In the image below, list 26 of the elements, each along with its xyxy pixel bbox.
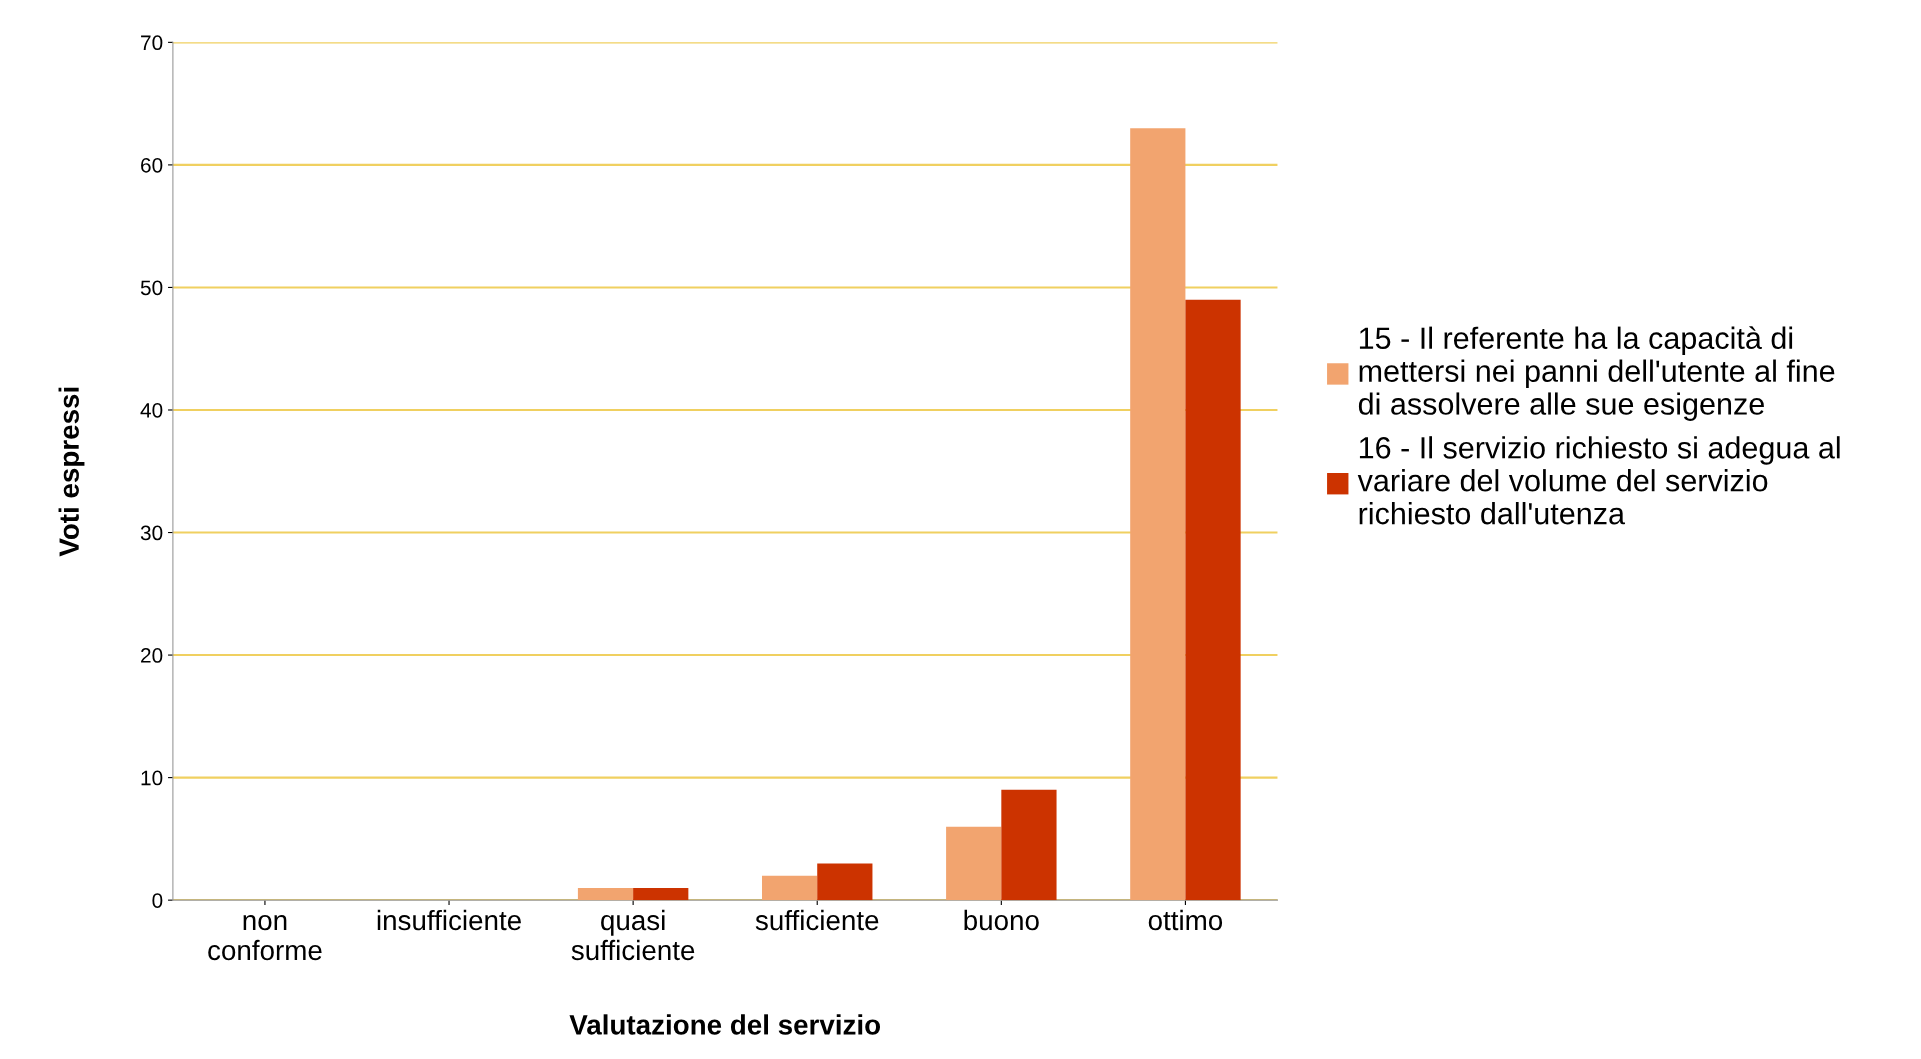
- y-tick-label: 60: [141, 157, 163, 173]
- legend-label: 16 - Il servizio richiesto si adegua al variare del volume del servizio richiesto dall'utenza: [1357, 436, 1840, 525]
- y-tick-label: 20: [141, 648, 163, 663]
- bar: [762, 875, 818, 901]
- y-axis-title: Voti espressi: [58, 387, 85, 557]
- bar: [1185, 299, 1241, 901]
- x-tick-label: quasi sufficiente: [571, 909, 695, 961]
- y-tick-label: 70: [141, 35, 163, 51]
- y-tick-label: 50: [140, 280, 163, 296]
- bar: [1130, 128, 1186, 901]
- x-tick-label: sufficiente: [755, 909, 879, 931]
- bar: [633, 887, 689, 901]
- legend-label: 15 - Il referente ha la capacità di mettersi nei panni dell'utente al fine di assolvere alle sue esigenze: [1358, 326, 1835, 421]
- bar: [577, 887, 634, 901]
- x-axis-title: Valutazione del servizio: [569, 1014, 881, 1035]
- bar: [946, 826, 1002, 901]
- y-tick-label: 30: [140, 525, 163, 541]
- y-tick-label: 10: [141, 770, 163, 786]
- x-tick-label: insufficiente: [377, 909, 521, 931]
- y-tick-label: 40: [140, 402, 163, 418]
- x-tick-label: ottimo: [1148, 909, 1223, 931]
- x-tick-label: buono: [964, 909, 1039, 931]
- bar: [1001, 789, 1057, 901]
- y-tick-label: 0: [152, 893, 163, 908]
- bar: [817, 863, 873, 901]
- x-tick-label: non conforme: [208, 915, 322, 961]
